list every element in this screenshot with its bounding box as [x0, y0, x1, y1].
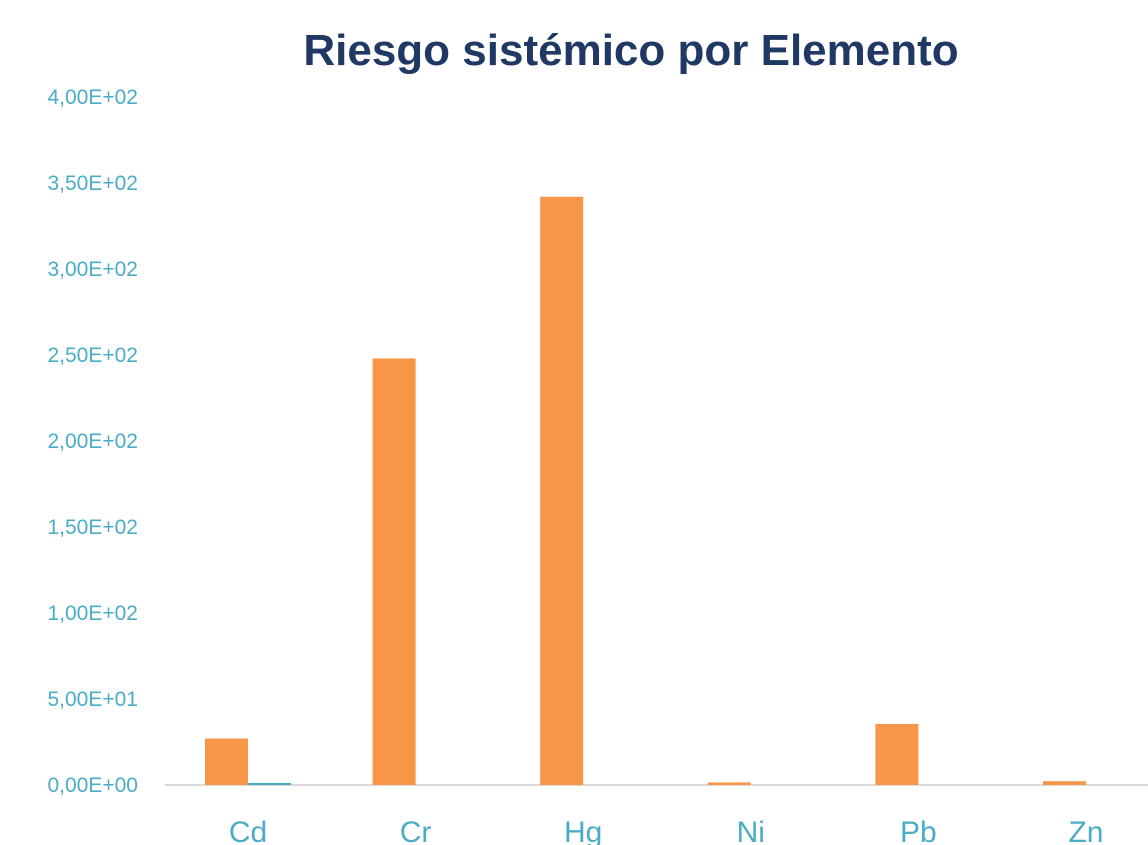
x-tick-label: Ni	[737, 816, 765, 845]
x-tick-label: Hg	[564, 816, 602, 845]
y-tick-label: 3,00E+02	[47, 258, 138, 281]
bar-pb-series-1	[875, 723, 919, 785]
y-tick-label: 1,50E+02	[47, 516, 138, 539]
bar-cr-series-1	[372, 358, 416, 785]
y-tick-label: 3,50E+02	[47, 172, 138, 195]
bar-hg-series-1	[540, 196, 584, 785]
y-tick-label: 2,00E+02	[47, 430, 138, 453]
x-tick-label: Cd	[229, 816, 267, 845]
x-tick-label: Zn	[1068, 816, 1103, 845]
bar-cd-series-1	[205, 738, 248, 785]
chart-title: Riesgo sistémico por Elemento	[303, 26, 959, 75]
y-tick-label: 5,00E+01	[47, 688, 138, 711]
bar-cd-series-2	[248, 782, 291, 785]
y-tick-label: 4,00E+02	[47, 86, 138, 109]
y-tick-label: 1,00E+02	[47, 602, 138, 625]
x-tick-label: Cr	[400, 816, 432, 845]
y-tick-label: 0,00E+00	[47, 774, 138, 797]
x-tick-label: Pb	[900, 816, 937, 845]
y-tick-label: 2,50E+02	[47, 344, 138, 367]
bar-ni-series-1	[707, 782, 751, 785]
bar-zn-series-1	[1043, 781, 1086, 785]
